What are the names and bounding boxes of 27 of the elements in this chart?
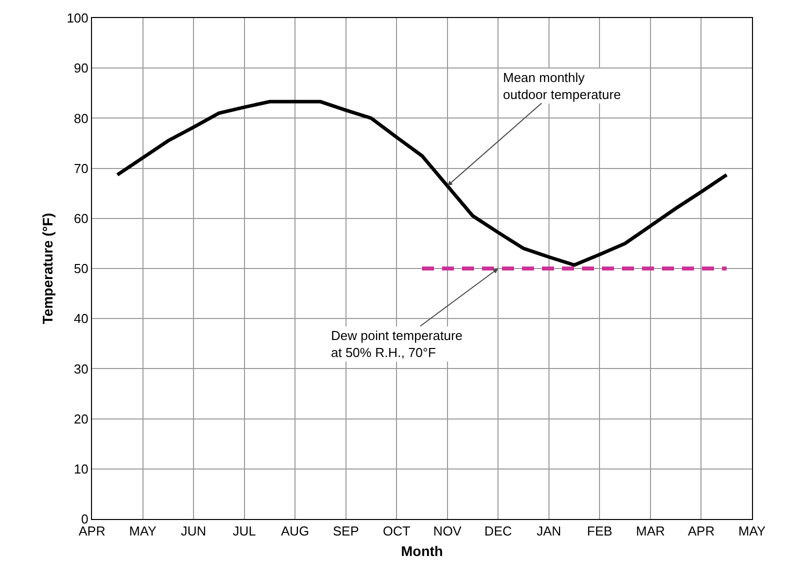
y-tick-label: 10 bbox=[74, 461, 88, 476]
x-tick-label: MAY bbox=[738, 524, 766, 539]
x-tick-label: JUN bbox=[180, 524, 206, 539]
annotation: Dew point temperature at 50% R.H., 70°F bbox=[331, 328, 463, 360]
x-tick-label: MAR bbox=[636, 524, 665, 539]
y-tick-label: 80 bbox=[74, 110, 88, 126]
x-tick-label: MAY bbox=[129, 524, 157, 539]
x-tick-label: JUL bbox=[232, 524, 256, 539]
x-axis-title: Month bbox=[401, 542, 443, 559]
y-tick-label: 100 bbox=[66, 10, 88, 26]
y-tick-label: 90 bbox=[74, 60, 88, 76]
y-tick-label: 30 bbox=[74, 361, 88, 376]
x-tick-label: OCT bbox=[382, 524, 410, 539]
x-tick-label: AUG bbox=[280, 524, 310, 539]
y-tick-label: 40 bbox=[74, 311, 88, 326]
x-tick-label: APR bbox=[688, 524, 715, 539]
y-tick-label: 20 bbox=[74, 411, 88, 426]
y-tick-label: 70 bbox=[74, 160, 88, 176]
y-tick-label: 60 bbox=[74, 210, 88, 226]
y-axis-title: Temperature (°F) bbox=[39, 212, 56, 324]
x-tick-label: DEC bbox=[484, 524, 512, 539]
y-tick-label: 50 bbox=[74, 261, 88, 276]
x-tick-label: SEP bbox=[332, 524, 359, 539]
annotation: Mean monthly outdoor temperature bbox=[503, 70, 621, 102]
x-tick-label: JAN bbox=[536, 524, 562, 539]
x-tick-label: NOV bbox=[433, 524, 462, 539]
x-tick-label: FEB bbox=[587, 524, 612, 539]
